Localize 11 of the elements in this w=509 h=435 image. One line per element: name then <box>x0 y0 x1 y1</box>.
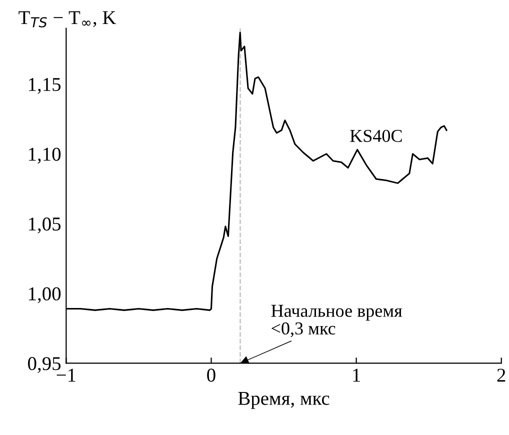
x-tick-label: 0 <box>207 368 216 382</box>
y-axis-title: T$_{TS}$ − T$_{∞}$, K <box>18 11 116 28</box>
annotation: Начальное время <0,3 мкс <box>271 304 402 338</box>
y-tick-label: 1,05 <box>28 217 61 234</box>
x-axis-title: Время, мкс <box>238 392 330 409</box>
y-tick-label: 1,00 <box>28 287 61 304</box>
x-tick-label: 2 <box>497 368 506 382</box>
y-tick-label: 1,15 <box>28 78 61 94</box>
series-label: KS40C <box>350 130 402 142</box>
x-tick-label: 1 <box>353 368 360 382</box>
y-tick-label: 1,10 <box>28 148 61 164</box>
